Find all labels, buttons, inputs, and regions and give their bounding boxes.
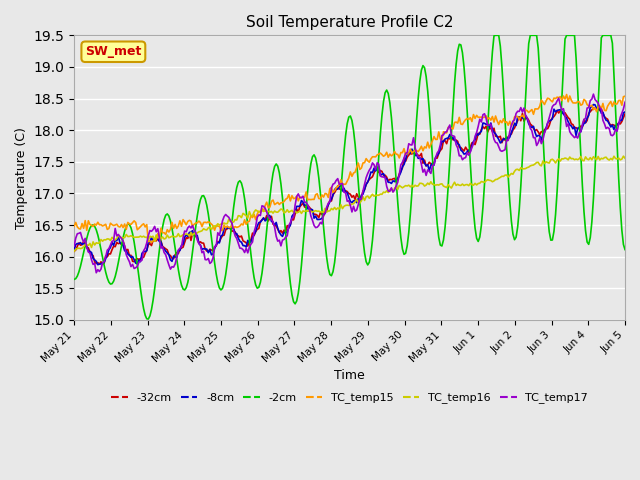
- Text: SW_met: SW_met: [85, 45, 141, 58]
- Y-axis label: Temperature (C): Temperature (C): [15, 127, 28, 228]
- X-axis label: Time: Time: [334, 369, 365, 382]
- Title: Soil Temperature Profile C2: Soil Temperature Profile C2: [246, 15, 453, 30]
- Legend: -32cm, -8cm, -2cm, TC_temp15, TC_temp16, TC_temp17: -32cm, -8cm, -2cm, TC_temp15, TC_temp16,…: [106, 388, 593, 408]
